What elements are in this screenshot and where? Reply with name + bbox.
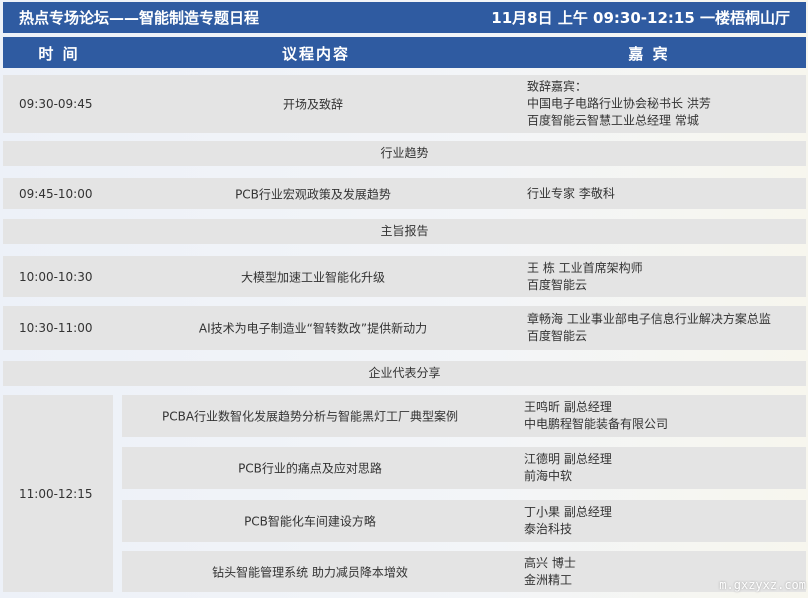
guest-line: 前海中软 <box>524 469 573 483</box>
forum-title: 热点专场论坛——智能制造专题日程 <box>19 9 260 27</box>
guest-line: 高兴 博士 <box>524 555 576 570</box>
section-label: 行业趋势 <box>380 146 429 160</box>
table-row: 09:45-10:00 PCB行业宏观政策及发展趋势 行业专家 李敬科 <box>3 178 806 209</box>
guest-line: 百度智能云 <box>527 329 588 343</box>
guest-line: 丁小果 副总经理 <box>524 505 612 519</box>
guest-line: 泰治科技 <box>524 522 573 536</box>
topic-cell: 开场及致辞 <box>282 97 344 112</box>
time-cell: 09:30-09:45 <box>19 97 93 111</box>
forum-time-location: 11月8日 上午 09:30-12:15 一楼梧桐山厅 <box>491 9 790 27</box>
table-row: 10:30-11:00 AI技术为电子制造业“智转数改”提供新动力 章畅海 工业事业… <box>3 306 806 350</box>
guest-cell: 高兴 博士 金洲精工 <box>524 555 576 589</box>
table-row: 钻头智能管理系统 助力减员降本增效 高兴 博士金洲精工 <box>122 551 806 592</box>
guest-line: 行业专家 李敬科 <box>527 186 615 200</box>
guest-cell: 王 栋 工业首席架构师 百度智能云 <box>527 260 643 294</box>
topic-cell: PCBA行业数智化发展趋势分析与智能黑灯工厂典型案例 <box>161 409 459 424</box>
guest-cell: 致辞嘉宾： 中国电子电路行业协会秘书长 洪芳 百度智能云智慧工业总经理 常城 <box>527 79 711 130</box>
table-row: PCB行业的痛点及应对思路 江德明 副总经理 前海中软 <box>122 447 806 489</box>
guest-cell: 章畅海 工业事业部电子信息行业解决方案总监 百度智能云 <box>527 311 771 345</box>
guest-line: 章畅海 工业事业部电子信息行业解决方案总监 <box>527 312 771 326</box>
topic-cell: PCB行业宏观政策及发展趋势 <box>235 187 391 201</box>
section-row: 行业趋势 <box>3 141 806 166</box>
guest-line: 百度智能云 <box>527 277 588 292</box>
table-row: PCB智能化车间建设方略 丁小果 副总经理 泰治科技 <box>122 500 806 542</box>
watermark: m.gxzyxz.com <box>719 578 806 592</box>
guest-cell: 江德明 副总经理 前海中软 <box>524 451 612 485</box>
block-time-cell: 11:00-12:15 <box>3 395 113 592</box>
guest-line: 中电鹏程智能装备有限公司 <box>524 417 669 431</box>
guest-line: 中国电子电路行业协会秘书长 洪芳 <box>527 96 711 111</box>
table-row: 09:30-09:45 开场及致辞 致辞嘉宾： 中国电子电路行业协会秘书长 洪芳 百度智… <box>3 75 806 133</box>
topic-cell: 钻头智能管理系统 助力减员降本增效 <box>212 565 408 579</box>
guest-line: 王 栋 工业首席架构师 <box>527 260 643 275</box>
guest-line: 江德明 副总经理 <box>524 452 612 466</box>
topic-cell: 大模型加速工业智能化升级 <box>240 270 386 284</box>
header-guest: 嘉 宾 <box>628 45 670 63</box>
section-label: 企业代表分享 <box>368 366 441 380</box>
guest-cell: 丁小果 副总经理 泰治科技 <box>524 504 612 538</box>
time-cell: 09:45-10:00 <box>19 186 93 201</box>
topic-cell: AI技术为电子制造业“智转数改”提供新动力 <box>198 321 428 336</box>
guest-line: 百度智能云智慧工业总经理 常城 <box>527 113 699 128</box>
header-topic: 议程内容 <box>281 45 351 63</box>
guest-line: 金洲精工 <box>524 572 573 587</box>
time-cell: 10:30-11:00 <box>19 321 93 335</box>
topic-cell: PCB行业的痛点及应对思路 <box>238 461 382 476</box>
table-row: 10:00-10:30 大模型加速工业智能化升级 王 栋 工业首席架构师 百度智能云 <box>3 256 806 297</box>
table-header: 时 间 议程内容 嘉 宾 <box>3 37 806 68</box>
guest-cell: 王鸣昕 副总经理中电鹏程智能装备有限公司 <box>524 399 668 433</box>
time-cell: 11:00-12:15 <box>19 486 93 501</box>
section-label: 主旨报告 <box>380 224 429 238</box>
time-cell: 10:00-10:30 <box>19 269 93 284</box>
table-row: PCBA行业数智化发展趋势分析与智能黑灯工厂典型案例 王鸣昕 副总经理中电鹏程智能… <box>122 395 806 437</box>
guest-cell: 行业专家 李敬科 <box>527 185 615 202</box>
section-row: 主旨报告 <box>3 219 806 244</box>
section-row: 企业代表分享 <box>3 361 806 386</box>
topic-cell: PCB智能化车间建设方略 <box>244 514 376 529</box>
guest-line: 致辞嘉宾： <box>527 79 588 94</box>
title-bar: 热点专场论坛——智能制造专题日程 11月8日 上午 09:30-12:15 一楼… <box>3 2 806 33</box>
guest-line: 王鸣昕 副总经理 <box>524 400 612 414</box>
header-time: 时 间 <box>38 45 80 63</box>
